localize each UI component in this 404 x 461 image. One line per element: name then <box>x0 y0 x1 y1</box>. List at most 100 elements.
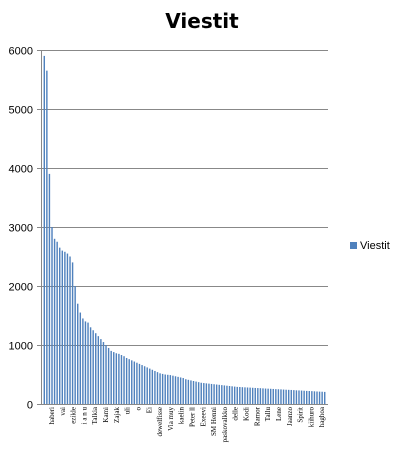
bar <box>167 374 169 404</box>
y-tick-label: 2000 <box>9 282 33 294</box>
x-tick-label: o <box>134 407 142 411</box>
bar <box>128 359 130 404</box>
bar <box>190 380 192 404</box>
bar <box>118 353 120 404</box>
bar <box>321 391 323 404</box>
bars <box>43 55 326 405</box>
bar <box>174 376 177 404</box>
x-tick-label: Kodi <box>243 407 251 421</box>
bar <box>46 70 48 405</box>
bar <box>110 350 112 404</box>
bar <box>264 388 267 404</box>
bar <box>87 322 89 404</box>
x-tick-label: haghoa <box>318 406 326 427</box>
x-tick-label: ezikle <box>70 407 78 424</box>
bar <box>280 389 282 404</box>
x-tick-label: Kami <box>102 407 110 423</box>
x-axis-ticks: haberi vai ezikle i a n u Talkia Kami Zajak uli… <box>48 406 326 442</box>
bar <box>208 383 210 404</box>
bar <box>89 327 92 404</box>
bar <box>138 363 141 404</box>
y-tick-label: 5000 <box>9 105 33 117</box>
bar <box>285 389 287 404</box>
bar <box>164 374 166 404</box>
bar <box>172 375 174 404</box>
bar <box>61 250 64 404</box>
bar <box>228 386 231 404</box>
bar <box>154 370 156 404</box>
bar <box>149 368 151 404</box>
x-tick-label: uli <box>124 407 132 414</box>
bar <box>79 312 82 404</box>
x-tick-label: delle <box>232 407 240 421</box>
bar <box>236 386 238 404</box>
bar <box>318 391 321 404</box>
bar <box>293 390 295 404</box>
bar <box>259 388 262 404</box>
bar <box>313 391 316 404</box>
y-tick-label: 3000 <box>9 223 33 235</box>
bar <box>77 303 79 404</box>
bar <box>120 355 123 404</box>
bar <box>223 385 226 404</box>
bar <box>269 388 272 404</box>
bar <box>136 362 138 404</box>
x-tick-label: i a n u <box>80 407 88 425</box>
bar <box>231 386 233 404</box>
x-tick-label: Exeevi <box>199 407 207 426</box>
bar <box>215 384 218 404</box>
x-tick-label: Ramor <box>253 406 261 426</box>
bar <box>262 388 264 404</box>
bar <box>254 387 256 404</box>
bar <box>200 382 202 404</box>
bar <box>195 381 197 404</box>
legend-swatch <box>350 242 357 249</box>
bar <box>244 387 246 404</box>
bar <box>59 247 61 404</box>
bar <box>64 251 66 404</box>
bar <box>131 360 133 404</box>
bar <box>48 173 51 404</box>
bar <box>143 366 146 404</box>
bar <box>71 262 74 404</box>
bar <box>95 333 97 404</box>
bar <box>197 382 200 404</box>
bar <box>306 390 308 404</box>
chart-title: Viestit <box>165 9 239 33</box>
bar <box>146 367 148 404</box>
bar <box>187 379 190 404</box>
y-tick-label: 6000 <box>9 46 33 58</box>
bar <box>113 352 115 404</box>
x-tick-label: haberi <box>48 407 56 425</box>
bar <box>203 383 205 404</box>
bar <box>275 389 277 404</box>
x-tick-label: kaelin <box>178 407 186 425</box>
bar <box>316 391 318 404</box>
y-tick-label: 1000 <box>9 341 33 353</box>
bar <box>221 385 223 404</box>
bar <box>161 373 164 404</box>
axes <box>41 50 328 405</box>
bar <box>97 336 100 404</box>
x-tick-label: Talkia <box>91 406 99 424</box>
x-tick-label: Zajak <box>113 407 121 423</box>
bar <box>192 380 195 404</box>
x-tick-label: Via muy <box>167 407 175 431</box>
bar <box>282 389 285 404</box>
x-tick-label: vai <box>59 407 67 416</box>
bar <box>156 372 159 404</box>
bar <box>51 227 53 404</box>
bar <box>82 318 84 404</box>
bar <box>125 357 128 404</box>
bar <box>102 342 105 404</box>
bar <box>177 376 179 404</box>
bar <box>182 378 184 404</box>
bar <box>213 384 215 404</box>
y-tick-label: 4000 <box>9 164 33 176</box>
y-tick-label: 0 <box>27 400 33 412</box>
y-axis-ticks: 0 1000 2000 3000 4000 5000 6000 <box>9 46 41 412</box>
bar <box>92 330 94 404</box>
bar <box>241 387 244 404</box>
bar <box>300 390 303 404</box>
x-tick-label: Lene <box>275 407 283 421</box>
